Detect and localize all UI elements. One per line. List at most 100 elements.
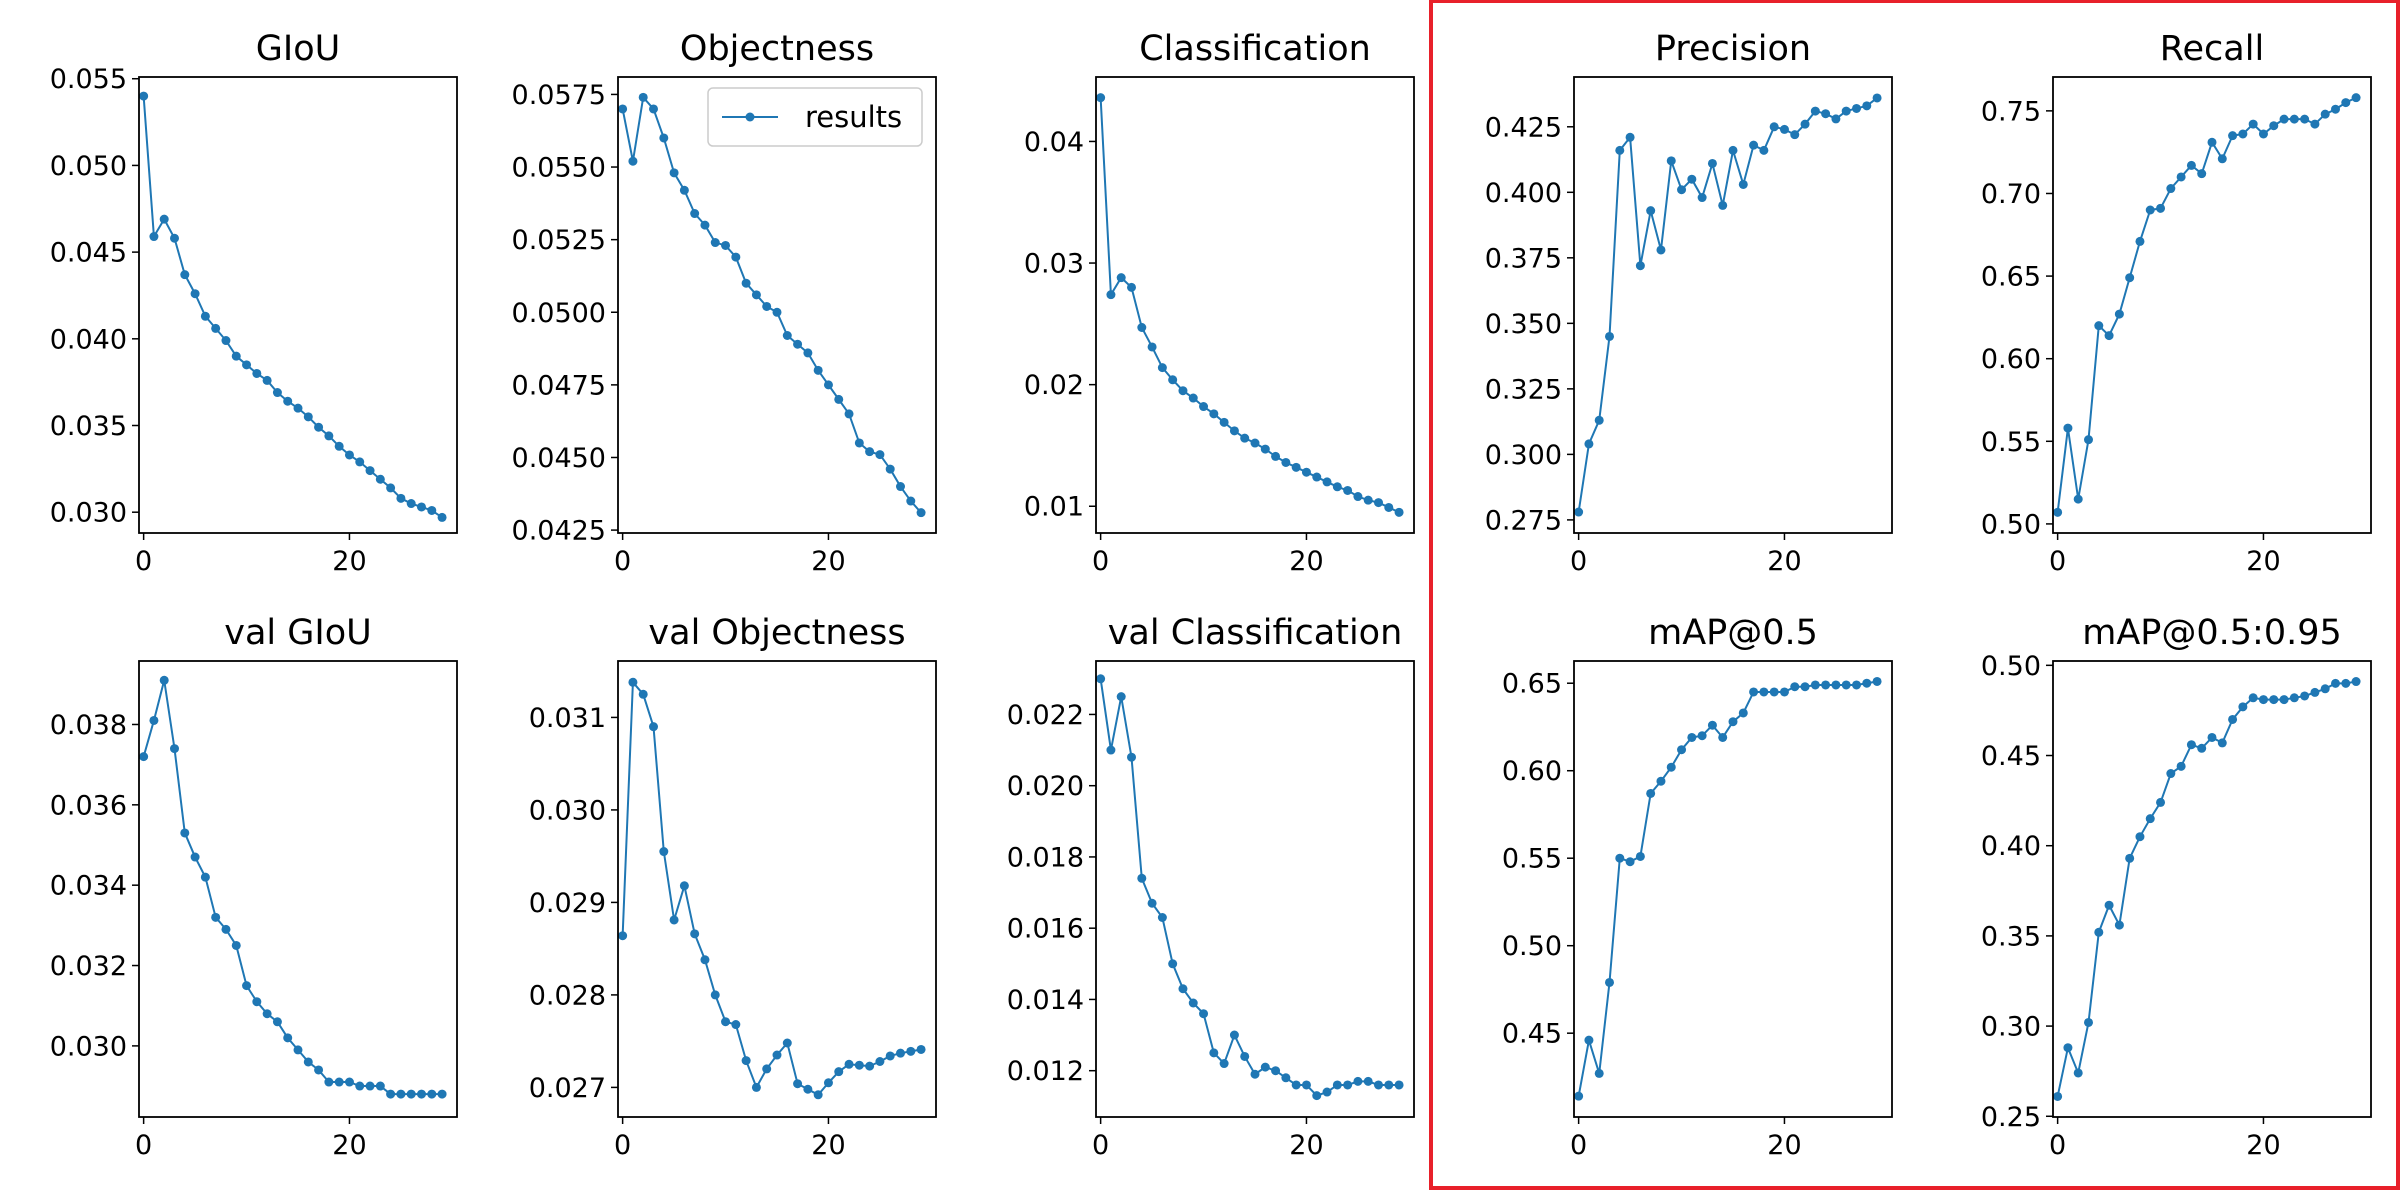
- data-point: [344, 1077, 354, 1087]
- data-point: [916, 508, 926, 518]
- panel-map-0-5-0-95: mAP@0.5:0.95 0.25 0.30 0.35 0.40 0.45 0.50 0 20: [1981, 613, 2372, 1161]
- data-point: [1687, 732, 1697, 742]
- data-point: [1800, 119, 1810, 129]
- y-tick-label: 0.300: [1485, 440, 1562, 471]
- y-tick-label: 0.55: [1981, 427, 2041, 458]
- data-point: [396, 493, 406, 503]
- y-tick-label: 0.60: [1502, 756, 1562, 787]
- data-point: [659, 133, 669, 143]
- data-point: [1707, 720, 1717, 730]
- data-point: [1219, 1059, 1229, 1069]
- data-point: [1137, 873, 1147, 883]
- data-point: [1646, 206, 1656, 216]
- data-point: [2320, 684, 2330, 694]
- data-point: [865, 1061, 875, 1071]
- data-point: [2310, 687, 2320, 697]
- data-point: [1147, 342, 1157, 352]
- data-point: [1790, 130, 1800, 140]
- data-point: [1127, 282, 1136, 292]
- y-tick-label: 0.60: [1981, 344, 2041, 375]
- data-point: [1810, 680, 1820, 690]
- data-point: [170, 744, 179, 754]
- data-point: [417, 1089, 426, 1099]
- data-point: [1281, 1073, 1291, 1083]
- y-tick-label: 0.0575: [512, 80, 606, 111]
- y-tick-label: 0.35: [1981, 921, 2041, 952]
- data-point: [875, 1057, 885, 1066]
- data-point: [1697, 731, 1707, 741]
- y-tick-label: 0.038: [50, 710, 127, 741]
- axes-frame: [1573, 76, 1893, 534]
- data-point: [2073, 1068, 2083, 1078]
- data-point: [2238, 129, 2248, 139]
- data-point: [2125, 273, 2135, 283]
- data-point: [669, 915, 679, 925]
- data-point: [2166, 769, 2176, 779]
- panel-title: Recall: [2160, 29, 2264, 69]
- data-point: [427, 505, 437, 515]
- legend-marker-swatch: [745, 112, 755, 122]
- data-point: [2289, 114, 2299, 124]
- data-point: [1831, 114, 1841, 124]
- y-tick-label: 0.275: [1485, 505, 1562, 536]
- y-tick-label: 0.036: [50, 790, 127, 821]
- data-point: [1106, 745, 1116, 755]
- data-point: [618, 931, 628, 941]
- data-point: [2228, 714, 2238, 724]
- data-point: [896, 1048, 905, 1058]
- data-point: [1250, 1069, 1260, 1079]
- data-point: [2279, 114, 2289, 124]
- panel-title: Precision: [1655, 29, 1811, 69]
- data-point: [1229, 426, 1239, 436]
- data-point: [1718, 732, 1728, 742]
- y-tick-label: 0.032: [50, 951, 127, 982]
- data-point: [1199, 402, 1209, 412]
- data-point: [762, 301, 772, 311]
- panel-title: Objectness: [680, 29, 874, 69]
- data-point: [2084, 435, 2093, 445]
- y-tick-label: 0.02: [1024, 370, 1084, 401]
- y-tick-label: 0.30: [1981, 1012, 2041, 1043]
- data-point: [1677, 745, 1687, 755]
- data-point: [344, 450, 354, 460]
- x-tick-label: 0: [614, 546, 631, 577]
- data-point: [1332, 1080, 1342, 1090]
- data-point: [772, 307, 782, 317]
- data-point: [782, 331, 792, 340]
- y-tick-label: 0.012: [1007, 1056, 1084, 1087]
- data-point: [242, 360, 252, 370]
- x-tick-label: 20: [1767, 546, 1801, 577]
- data-point: [721, 1017, 731, 1027]
- data-point: [690, 209, 700, 219]
- y-tick-label: 0.028: [529, 980, 606, 1011]
- panel-title: Classification: [1139, 29, 1371, 69]
- data-point: [2186, 160, 2196, 170]
- data-point: [906, 496, 916, 506]
- x-tick-label: 0: [1092, 546, 1109, 577]
- data-point: [2341, 98, 2351, 108]
- data-point: [1574, 507, 1584, 517]
- x-tick-label: 0: [135, 1130, 152, 1161]
- panel-val-objectness: val Objectness 0.027 0.028 0.029 0.030 0.031 0…: [529, 613, 937, 1161]
- data-point: [231, 351, 241, 361]
- x-tick-label: 20: [1289, 1130, 1323, 1161]
- x-tick-label: 20: [332, 1130, 366, 1161]
- data-point: [231, 940, 241, 950]
- data-point: [1738, 179, 1748, 189]
- data-point: [406, 499, 416, 509]
- data-point: [1852, 680, 1861, 690]
- data-point: [1821, 109, 1831, 119]
- y-tick-label: 0.50: [1981, 509, 2041, 540]
- y-tick-label: 0.45: [1502, 1019, 1562, 1050]
- data-point: [751, 290, 761, 300]
- data-point: [252, 997, 262, 1007]
- data-point: [2310, 119, 2320, 129]
- data-point: [1343, 1080, 1353, 1090]
- data-point: [1862, 101, 1872, 111]
- data-point: [823, 1078, 833, 1088]
- data-point: [1374, 498, 1383, 508]
- data-point: [1594, 415, 1604, 425]
- data-point: [1635, 261, 1645, 271]
- x-tick-label: 0: [614, 1130, 631, 1161]
